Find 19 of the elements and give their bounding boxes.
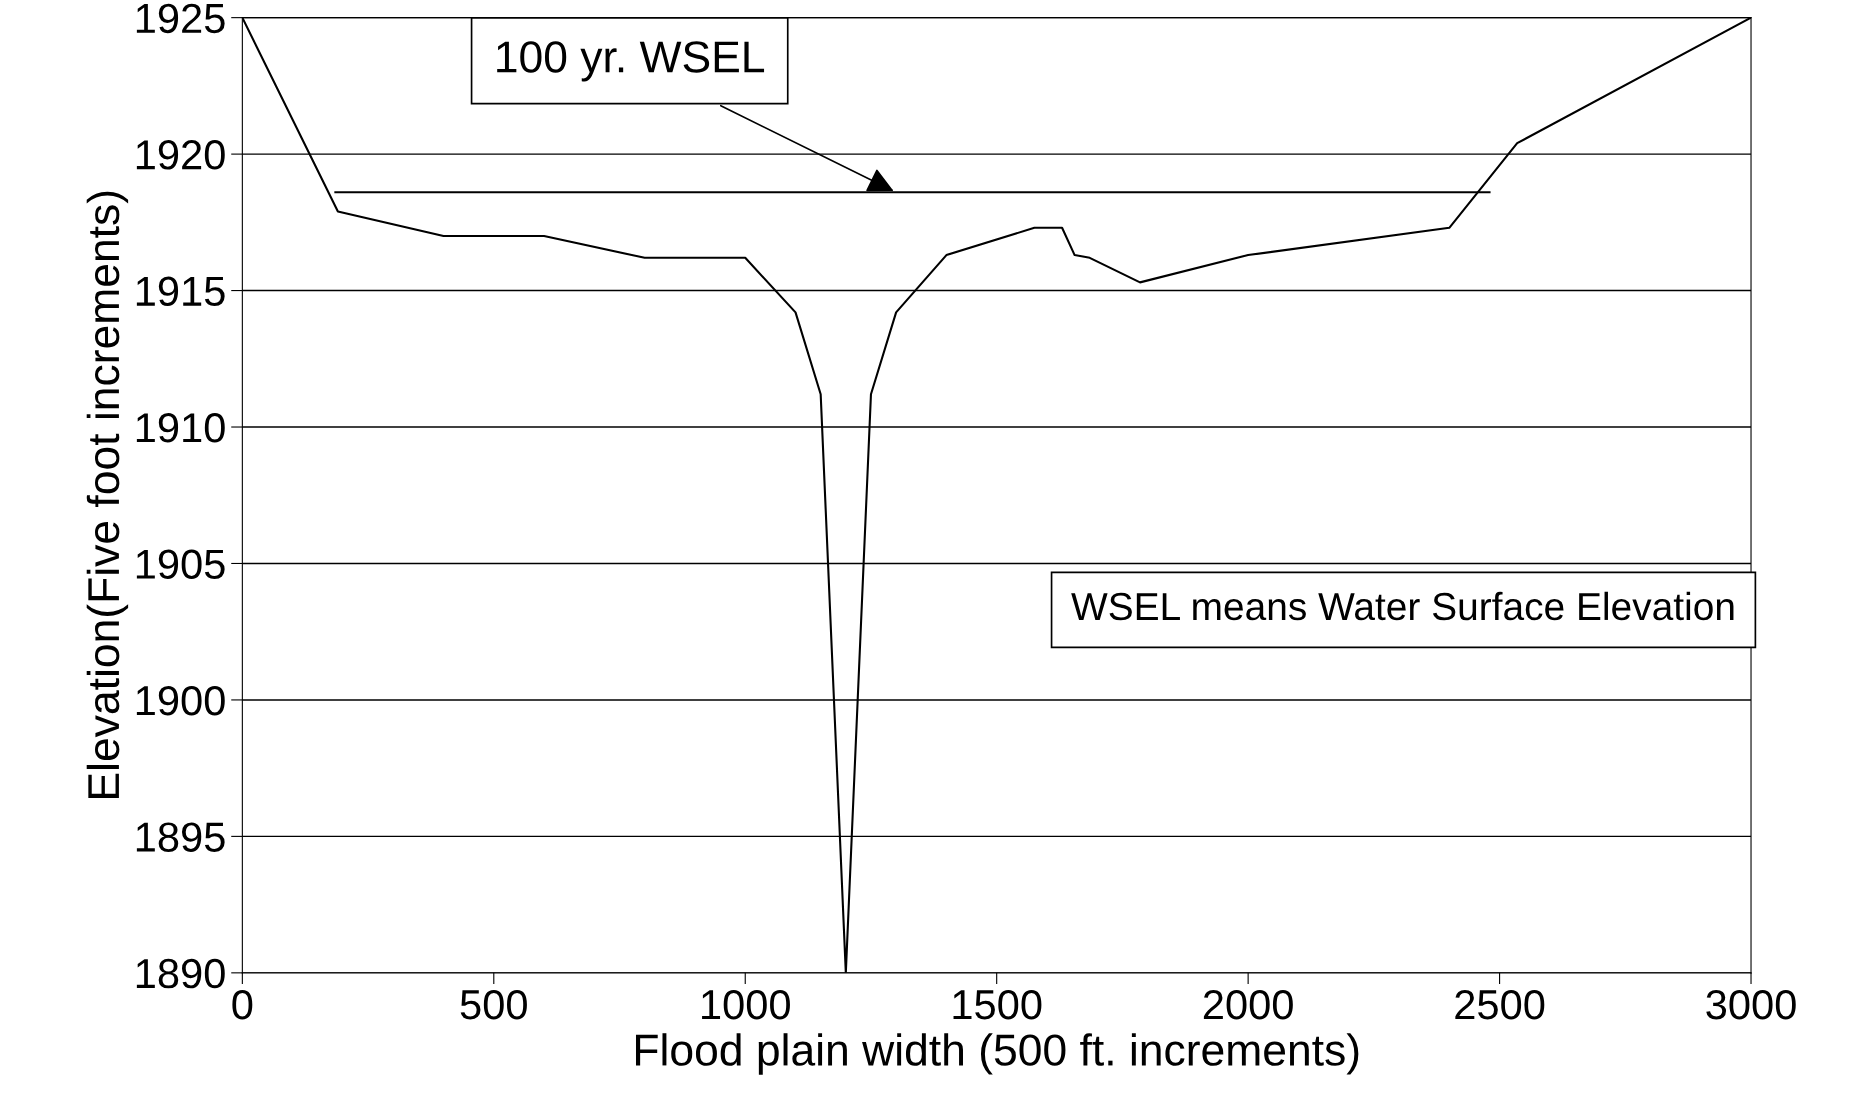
y-tick-label: 1925 bbox=[136, 3, 225, 34]
x-axis-title: Flood plain width (500 ft. increments) bbox=[635, 1033, 1359, 1075]
x-tick-label: 2500 bbox=[1455, 989, 1545, 1020]
y-tick-label: 1895 bbox=[136, 822, 225, 852]
x-tick-label: 3000 bbox=[1706, 989, 1796, 1020]
x-tick-label: 2000 bbox=[1203, 989, 1293, 1020]
x-tick-label: 1000 bbox=[702, 989, 790, 1020]
annotation: WSEL means Water Surface Elevation bbox=[1071, 591, 1734, 621]
y-tick-label: 1915 bbox=[136, 276, 225, 307]
y-tick-label: 1920 bbox=[136, 140, 225, 170]
y-tick-label: 1910 bbox=[136, 413, 225, 443]
x-tick-label: 1500 bbox=[953, 989, 1042, 1020]
y-tick-label: 1900 bbox=[136, 685, 225, 716]
x-tick-label: 0 bbox=[232, 989, 253, 1020]
x-tick-label: 500 bbox=[460, 989, 527, 1020]
y-tick-label: 1905 bbox=[136, 549, 225, 579]
y-axis-title: Elevation(Five foot increments) bbox=[86, 191, 129, 798]
y-tick-label: 1890 bbox=[136, 958, 225, 989]
annotation: 100 yr. WSEL bbox=[497, 41, 765, 82]
